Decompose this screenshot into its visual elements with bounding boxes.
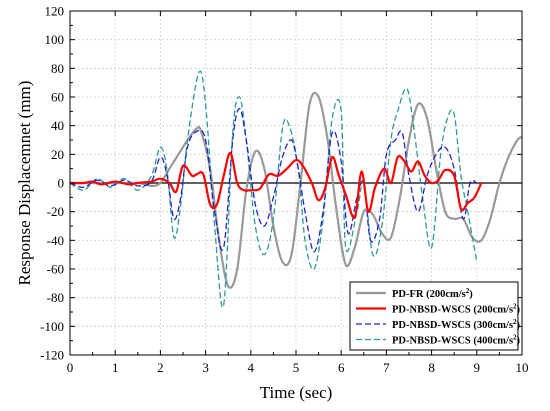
x-tick-label: 2: [157, 360, 164, 375]
x-tick-label: 4: [248, 360, 255, 375]
x-tick-label: 9: [474, 360, 481, 375]
x-tick-label: 5: [293, 360, 300, 375]
series-layer: [69, 70, 523, 308]
x-tick-label: 10: [516, 360, 529, 375]
y-tick-labels: -120 -100 -80 -60 -40 -20 0 20 40 60 80 100 120: [40, 4, 64, 363]
legend: PD-FR (200cm/s2) PD-NBSD-WSCS (200cm/s2) P…: [349, 281, 521, 351]
x-tick-label: 0: [67, 360, 74, 375]
y-tick-label: -60: [47, 262, 64, 277]
y-tick-label: -20: [47, 204, 64, 219]
x-tick-label: 8: [428, 360, 435, 375]
series-line-1: [69, 151, 483, 219]
tick-marks: [69, 10, 523, 356]
y-axis-title: Response Displacemnet (mm): [15, 81, 34, 286]
x-tick-label: 6: [338, 360, 345, 375]
x-axis-title: Time (sec): [260, 383, 333, 402]
x-tick-labels: 0 1 2 3 4 5 6 7 8 9 10: [67, 360, 529, 375]
x-tick-label: 3: [202, 360, 209, 375]
y-tick-label: -100: [40, 319, 64, 334]
y-tick-label: -40: [47, 233, 64, 248]
y-tick-label: -80: [47, 290, 64, 305]
y-tick-label: 60: [51, 90, 64, 105]
y-tick-label: 0: [58, 176, 65, 191]
x-tick-label: 1: [112, 360, 119, 375]
y-tick-label: 80: [51, 61, 64, 76]
legend-label-3: PD-NBSD-WSCS (400cm/s2): [392, 334, 521, 347]
legend-label-0: PD-FR (200cm/s2): [392, 287, 473, 300]
series-line-2: [69, 107, 478, 253]
legend-label-2: PD-NBSD-WSCS (300cm/s2): [392, 318, 521, 331]
y-tick-label: 20: [51, 147, 64, 162]
y-tick-label: 120: [45, 4, 65, 19]
y-tick-label: 40: [51, 118, 64, 133]
x-tick-label: 7: [383, 360, 390, 375]
series-line-0: [70, 91, 523, 289]
y-tick-label: -120: [40, 348, 64, 363]
legend-label-1: PD-NBSD-WSCS (200cm/s2): [392, 303, 521, 316]
y-tick-label: 100: [45, 32, 65, 47]
